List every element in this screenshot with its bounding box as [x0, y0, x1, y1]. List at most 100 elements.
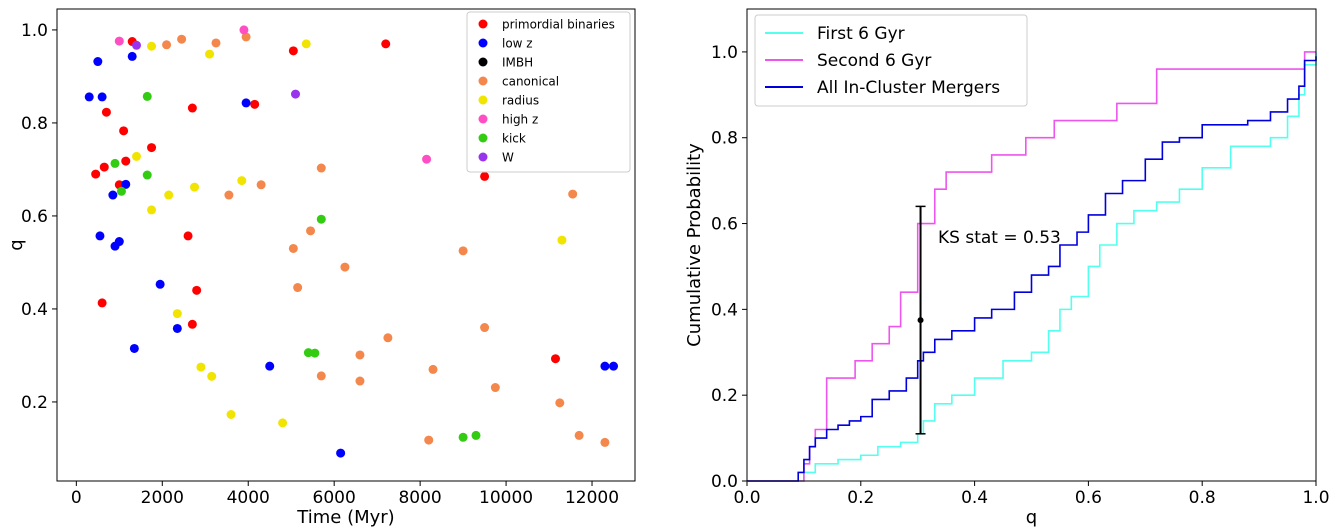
data-point [207, 371, 217, 381]
x-tick-label: 10000 [479, 488, 533, 508]
data-point [241, 32, 251, 42]
data-point [172, 309, 182, 319]
x-tick-label: 12000 [565, 488, 619, 508]
data-point [340, 262, 350, 272]
data-point [95, 231, 105, 241]
scatter-panel: 0 2000 4000 6000 8000 10000 12000 0.2 0.4 0.6 0.8 1… [6, 8, 636, 528]
data-point [147, 41, 157, 51]
plot-frame [746, 8, 1317, 482]
data-point [609, 361, 619, 371]
cdf-line [747, 51, 1316, 482]
data-point [316, 214, 326, 224]
legend-label: low z [502, 37, 533, 51]
data-point [121, 156, 131, 166]
legend-label: canonical [502, 75, 559, 89]
data-point [490, 383, 500, 393]
data-point [132, 40, 142, 50]
legend-label: W [502, 151, 514, 165]
data-point [93, 57, 103, 67]
data-point [226, 410, 236, 420]
x-tick-label: 2000 [141, 488, 184, 508]
data-point [97, 92, 107, 102]
data-point [288, 46, 298, 56]
data-point [187, 319, 197, 329]
data-point [303, 348, 313, 358]
data-point [155, 279, 165, 289]
x-tick-label: 0.0 [733, 488, 760, 508]
data-point [192, 285, 202, 295]
data-point [480, 323, 490, 333]
data-point [183, 231, 193, 241]
cdf-line [747, 51, 1317, 482]
data-point [114, 36, 124, 46]
data-point [164, 190, 174, 200]
legend-marker [478, 38, 488, 48]
data-point [550, 354, 560, 364]
data-point [224, 190, 234, 200]
legend-label: kick [502, 132, 526, 146]
data-point [381, 39, 391, 49]
data-point [424, 435, 434, 445]
data-point [84, 92, 94, 102]
data-point [101, 107, 111, 117]
y-tick-label: 0.8 [711, 129, 738, 149]
legend-marker [478, 95, 488, 105]
plot-frame [56, 8, 636, 482]
y-tick-label: 0.6 [711, 215, 738, 235]
y-tick-label: 1.0 [711, 43, 738, 63]
x-tick-label: 0.6 [1075, 488, 1102, 508]
x-tick-label: 1.0 [1302, 488, 1329, 508]
data-point [196, 362, 206, 372]
data-point [97, 298, 107, 308]
data-point [574, 430, 584, 440]
legend-marker [478, 19, 488, 29]
cdf-panel: 0.0 0.2 0.4 0.6 0.8 1.0 0.0 0.2 0.4 0.6 0.8 1.0 q Cum… [684, 8, 1330, 528]
data-point [162, 40, 172, 50]
y-tick-label: 0.4 [21, 300, 48, 320]
legend-label: high z [502, 113, 538, 127]
data-point [205, 49, 215, 59]
data-point [600, 361, 610, 371]
data-point [237, 176, 247, 186]
legend-label: radius [502, 94, 539, 108]
data-point [422, 154, 432, 164]
data-point [127, 51, 137, 61]
data-point [355, 350, 365, 360]
data-point [129, 343, 139, 353]
data-point [555, 398, 565, 408]
legend-box [754, 14, 1028, 107]
data-point [288, 243, 298, 253]
data-point [110, 241, 120, 251]
data-point [428, 364, 438, 374]
data-point [132, 151, 142, 161]
data-point [310, 348, 320, 358]
x-tick-label: 6000 [313, 488, 356, 508]
data-point [265, 361, 275, 371]
ks-midpoint [917, 317, 924, 324]
data-point [187, 103, 197, 113]
data-point [211, 38, 221, 48]
y-tick-label: 0.2 [21, 393, 48, 413]
data-point [480, 171, 490, 181]
x-tick-label: 0.4 [961, 488, 988, 508]
legend-marker [478, 57, 488, 67]
data-point [250, 99, 260, 109]
data-point [239, 25, 249, 35]
data-point [110, 158, 120, 168]
data-point [557, 235, 567, 245]
legend-label: First 6 Gyr [817, 24, 905, 44]
data-point [301, 39, 311, 49]
x-tick-label: 0.2 [847, 488, 874, 508]
data-point [458, 432, 468, 442]
x-axis-label: Time (Myr) [296, 507, 394, 528]
legend-label: All In-Cluster Mergers [817, 78, 1000, 98]
legend-marker [478, 133, 488, 143]
x-tick-label: 0 [71, 488, 82, 508]
data-point [177, 34, 187, 44]
data-point [241, 98, 251, 108]
y-tick-label: 0.8 [21, 114, 48, 134]
data-point [306, 226, 316, 236]
x-axis-label: q [1026, 507, 1037, 528]
data-point [316, 163, 326, 173]
